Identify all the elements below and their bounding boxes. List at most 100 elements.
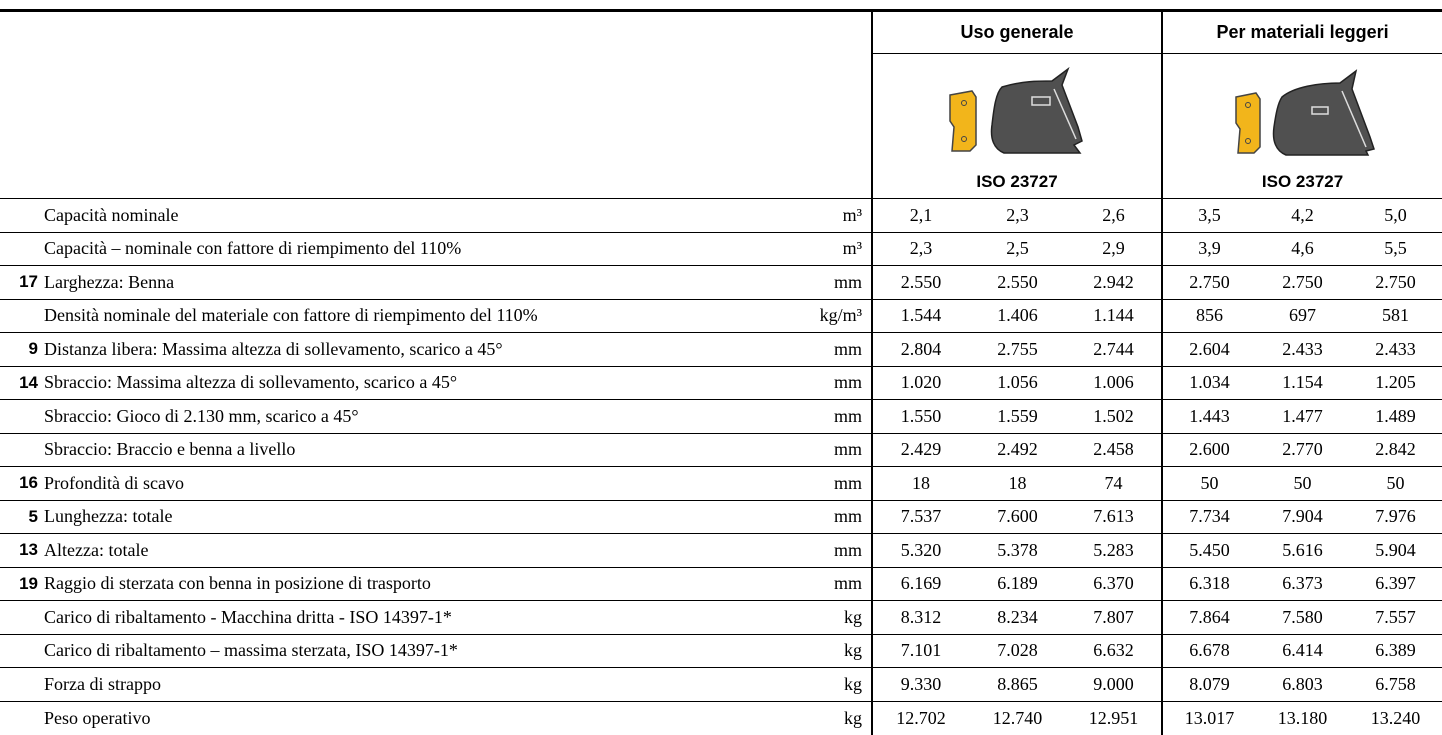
row-number — [0, 601, 44, 635]
row-number — [0, 701, 44, 735]
value-cell: 2.604 — [1162, 333, 1256, 367]
value-cell: 2.942 — [1066, 266, 1162, 300]
value-cell: 1.477 — [1256, 400, 1349, 434]
header-blank — [0, 11, 872, 199]
standard-label: ISO 23727 — [1162, 172, 1442, 199]
value-cell: 2.804 — [872, 333, 969, 367]
value-cell: 1.144 — [1066, 299, 1162, 333]
value-cell: 7.864 — [1162, 601, 1256, 635]
value-cell: 2.744 — [1066, 333, 1162, 367]
bucket-icon — [1228, 67, 1378, 167]
row-unit: m³ — [810, 199, 872, 233]
value-cell: 7.101 — [872, 634, 969, 668]
row-unit: mm — [810, 266, 872, 300]
value-cell: 6.397 — [1349, 567, 1442, 601]
value-cell: 581 — [1349, 299, 1442, 333]
row-label: Sbraccio: Massima altezza di sollevament… — [44, 366, 810, 400]
bucket-icon — [942, 67, 1092, 167]
row-label: Densità nominale del materiale con fatto… — [44, 299, 810, 333]
value-cell: 3,9 — [1162, 232, 1256, 266]
value-cell: 2.750 — [1162, 266, 1256, 300]
value-cell: 2.770 — [1256, 433, 1349, 467]
value-cell: 5.616 — [1256, 534, 1349, 568]
value-cell: 6.318 — [1162, 567, 1256, 601]
value-cell: 2,3 — [969, 199, 1066, 233]
value-cell: 3,5 — [1162, 199, 1256, 233]
row-unit: mm — [810, 333, 872, 367]
value-cell: 13.240 — [1349, 701, 1442, 735]
value-cell: 4,2 — [1256, 199, 1349, 233]
value-cell: 7.976 — [1349, 500, 1442, 534]
value-cell: 5.904 — [1349, 534, 1442, 568]
row-number — [0, 232, 44, 266]
value-cell: 7.904 — [1256, 500, 1349, 534]
value-cell: 1.502 — [1066, 400, 1162, 434]
row-number — [0, 668, 44, 702]
value-cell: 74 — [1066, 467, 1162, 501]
value-cell: 2.458 — [1066, 433, 1162, 467]
value-cell: 6.373 — [1256, 567, 1349, 601]
body: Uso generale Per materiali leggeri — [0, 9, 1442, 735]
value-cell: 4,6 — [1256, 232, 1349, 266]
table-header: Uso generale Per materiali leggeri — [0, 11, 1442, 199]
standard-label: ISO 23727 — [872, 172, 1162, 199]
value-cell: 1.154 — [1256, 366, 1349, 400]
row-number: 16 — [0, 467, 44, 501]
row-label: Raggio di sterzata con benna in posizion… — [44, 567, 810, 601]
value-cell: 5.450 — [1162, 534, 1256, 568]
row-unit: mm — [810, 534, 872, 568]
value-cell: 7.734 — [1162, 500, 1256, 534]
spec-table: Uso generale Per materiali leggeri — [0, 9, 1442, 735]
row-number — [0, 433, 44, 467]
row-unit: kg — [810, 634, 872, 668]
value-cell: 5,0 — [1349, 199, 1442, 233]
row-label: Altezza: totale — [44, 534, 810, 568]
value-cell: 6.389 — [1349, 634, 1442, 668]
value-cell: 2.433 — [1256, 333, 1349, 367]
row-label: Capacità – nominale con fattore di riemp… — [44, 232, 810, 266]
value-cell: 18 — [969, 467, 1066, 501]
value-cell: 50 — [1349, 467, 1442, 501]
row-number — [0, 400, 44, 434]
value-cell: 2.600 — [1162, 433, 1256, 467]
page: Specifiche benne {"table": { "groups": [… — [0, 0, 1442, 735]
row-unit: mm — [810, 400, 872, 434]
value-cell: 2.433 — [1349, 333, 1442, 367]
value-cell: 8.234 — [969, 601, 1066, 635]
row-label: Larghezza: Benna — [44, 266, 810, 300]
row-number: 13 — [0, 534, 44, 568]
value-cell: 7.557 — [1349, 601, 1442, 635]
value-cell: 2.750 — [1256, 266, 1349, 300]
row-unit: kg — [810, 601, 872, 635]
row-label: Distanza libera: Massima altezza di soll… — [44, 333, 810, 367]
row-number — [0, 299, 44, 333]
value-cell: 6.803 — [1256, 668, 1349, 702]
row-unit: mm — [810, 467, 872, 501]
row-number: 9 — [0, 333, 44, 367]
row-unit: kg/m³ — [810, 299, 872, 333]
row-unit: kg — [810, 668, 872, 702]
value-cell: 697 — [1256, 299, 1349, 333]
value-cell: 7.028 — [969, 634, 1066, 668]
value-cell: 1.443 — [1162, 400, 1256, 434]
value-cell: 8.312 — [872, 601, 969, 635]
value-cell: 1.550 — [872, 400, 969, 434]
row-unit: mm — [810, 567, 872, 601]
value-cell: 2,5 — [969, 232, 1066, 266]
row-unit: kg — [810, 701, 872, 735]
value-cell: 1.020 — [872, 366, 969, 400]
value-cell: 6.678 — [1162, 634, 1256, 668]
value-cell: 18 — [872, 467, 969, 501]
value-cell: 13.180 — [1256, 701, 1349, 735]
value-cell: 2.550 — [969, 266, 1066, 300]
row-number: 14 — [0, 366, 44, 400]
value-cell: 2.429 — [872, 433, 969, 467]
value-cell: 7.600 — [969, 500, 1066, 534]
row-label: Carico di ribaltamento – massima sterzat… — [44, 634, 810, 668]
group-title: Uso generale — [872, 11, 1162, 54]
bucket-icon-cell — [1162, 54, 1442, 173]
